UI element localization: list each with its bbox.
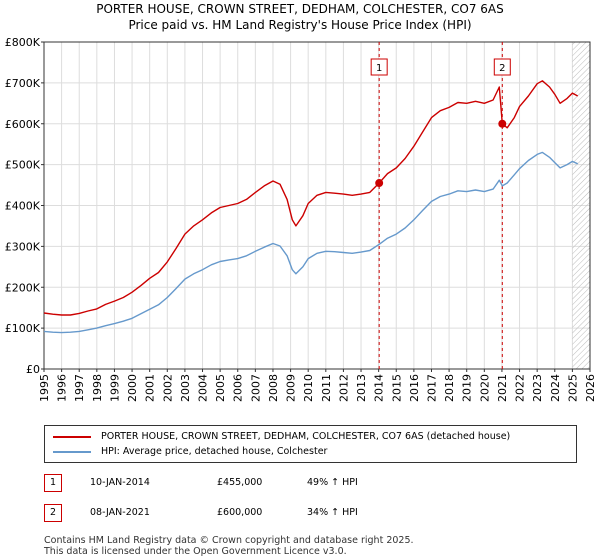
x-tick-label: 2020 — [478, 374, 491, 402]
chart-subtitle: Price paid vs. HM Land Registry's House … — [128, 18, 472, 32]
transaction-badge: 1 — [44, 474, 62, 492]
property-price-line — [43, 80, 579, 316]
footer-license: This data is licensed under the Open Gov… — [44, 546, 347, 557]
legend-swatch-hpi — [53, 451, 91, 453]
y-tick-label: £0 — [26, 363, 40, 376]
y-tick-label: £600K — [5, 118, 41, 131]
sale-point-marker — [375, 179, 384, 188]
x-tick-label: 2003 — [179, 374, 192, 402]
x-tick-label: 2008 — [267, 374, 280, 402]
legend: PORTER HOUSE, CROWN STREET, DEDHAM, COLC… — [44, 425, 577, 463]
x-tick-label: 2014 — [373, 374, 386, 402]
x-tick-label: 2013 — [355, 374, 368, 402]
x-tick-label: 2006 — [232, 374, 245, 402]
x-tick-label: 2011 — [320, 374, 333, 402]
x-tick-label: 2017 — [425, 374, 438, 402]
y-tick-label: £700K — [5, 77, 41, 90]
x-tick-label: 2016 — [408, 374, 421, 402]
x-tick-label: 1997 — [73, 374, 86, 402]
sale-point-marker — [498, 119, 507, 128]
transaction-badge: 2 — [44, 504, 62, 522]
x-tick-label: 2022 — [514, 374, 527, 402]
x-tick-label: 2001 — [144, 374, 157, 402]
x-tick-label: 1996 — [56, 374, 69, 402]
legend-label-hpi: HPI: Average price, detached house, Colc… — [101, 446, 328, 457]
x-tick-label: 2007 — [249, 374, 262, 402]
y-tick-label: £400K — [5, 200, 41, 213]
x-tick-label: 2010 — [302, 374, 315, 402]
x-tick-label: 2019 — [461, 374, 474, 402]
legend-swatch-property — [53, 436, 91, 438]
transaction-price: £455,000 — [217, 477, 263, 488]
x-tick-label: 2025 — [566, 374, 579, 402]
price-chart: 1 2 £0 £100K £200K £300K £400K £500K £600K £700K £… — [5, 36, 597, 402]
x-tick-label: 1995 — [38, 374, 51, 402]
transaction-hpi: 49% ↑ HPI — [307, 477, 358, 488]
chart-title: PORTER HOUSE, CROWN STREET, DEDHAM, COLC… — [96, 2, 504, 16]
x-tick-label: 2015 — [390, 374, 403, 402]
y-tick-label: £800K — [5, 36, 41, 49]
x-tick-label: 2018 — [443, 374, 456, 402]
hpi-line — [43, 151, 578, 334]
x-tick-label: 1998 — [91, 374, 104, 402]
projection-region — [572, 42, 590, 369]
annotation-badge — [370, 58, 388, 76]
transaction-date: 08-JAN-2021 — [90, 507, 150, 518]
y-tick-label: £500K — [5, 159, 41, 172]
transaction-date: 10-JAN-2014 — [90, 477, 150, 488]
y-tick-label: £200K — [5, 281, 41, 294]
x-tick-label: 2000 — [126, 374, 139, 402]
footer-copyright: Contains HM Land Registry data © Crown c… — [44, 535, 414, 546]
annotation-badge-label: 1 — [376, 63, 382, 74]
y-tick-label: £100K — [5, 322, 41, 335]
x-tick-label: 2005 — [214, 374, 227, 402]
x-tick-label: 2012 — [337, 374, 350, 402]
x-tick-label: 2026 — [584, 374, 597, 402]
annotation-badge — [493, 58, 511, 76]
y-tick-label: £300K — [5, 240, 41, 253]
x-tick-label: 2021 — [496, 374, 509, 402]
x-tick-label: 2002 — [161, 374, 174, 402]
annotation-badge-label: 2 — [499, 63, 505, 74]
x-tick-label: 2009 — [285, 374, 298, 402]
x-tick-label: 2004 — [197, 374, 210, 402]
x-tick-label: 2023 — [531, 374, 544, 402]
transaction-price: £600,000 — [217, 507, 263, 518]
legend-label-property: PORTER HOUSE, CROWN STREET, DEDHAM, COLC… — [101, 431, 511, 442]
x-tick-label: 1999 — [108, 374, 121, 402]
x-tick-label: 2024 — [549, 374, 562, 402]
transaction-hpi: 34% ↑ HPI — [307, 507, 358, 518]
